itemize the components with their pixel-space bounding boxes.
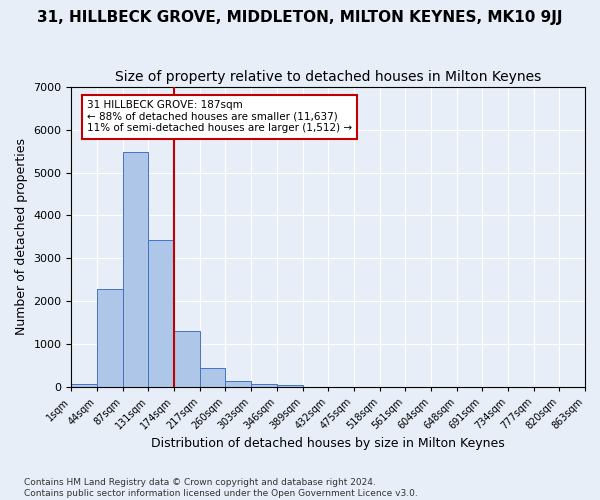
X-axis label: Distribution of detached houses by size in Milton Keynes: Distribution of detached houses by size … — [151, 437, 505, 450]
Text: Contains HM Land Registry data © Crown copyright and database right 2024.
Contai: Contains HM Land Registry data © Crown c… — [24, 478, 418, 498]
Bar — [251, 384, 277, 388]
Bar — [277, 386, 302, 388]
Bar — [71, 384, 97, 388]
Text: 31 HILLBECK GROVE: 187sqm
← 88% of detached houses are smaller (11,637)
11% of s: 31 HILLBECK GROVE: 187sqm ← 88% of detac… — [87, 100, 352, 134]
Bar — [123, 152, 148, 388]
Bar — [97, 288, 123, 388]
Bar — [226, 380, 251, 388]
Text: 31, HILLBECK GROVE, MIDDLETON, MILTON KEYNES, MK10 9JJ: 31, HILLBECK GROVE, MIDDLETON, MILTON KE… — [37, 10, 563, 25]
Bar — [200, 368, 226, 388]
Y-axis label: Number of detached properties: Number of detached properties — [15, 138, 28, 336]
Bar — [148, 240, 174, 388]
Bar — [174, 330, 200, 388]
Title: Size of property relative to detached houses in Milton Keynes: Size of property relative to detached ho… — [115, 70, 541, 84]
